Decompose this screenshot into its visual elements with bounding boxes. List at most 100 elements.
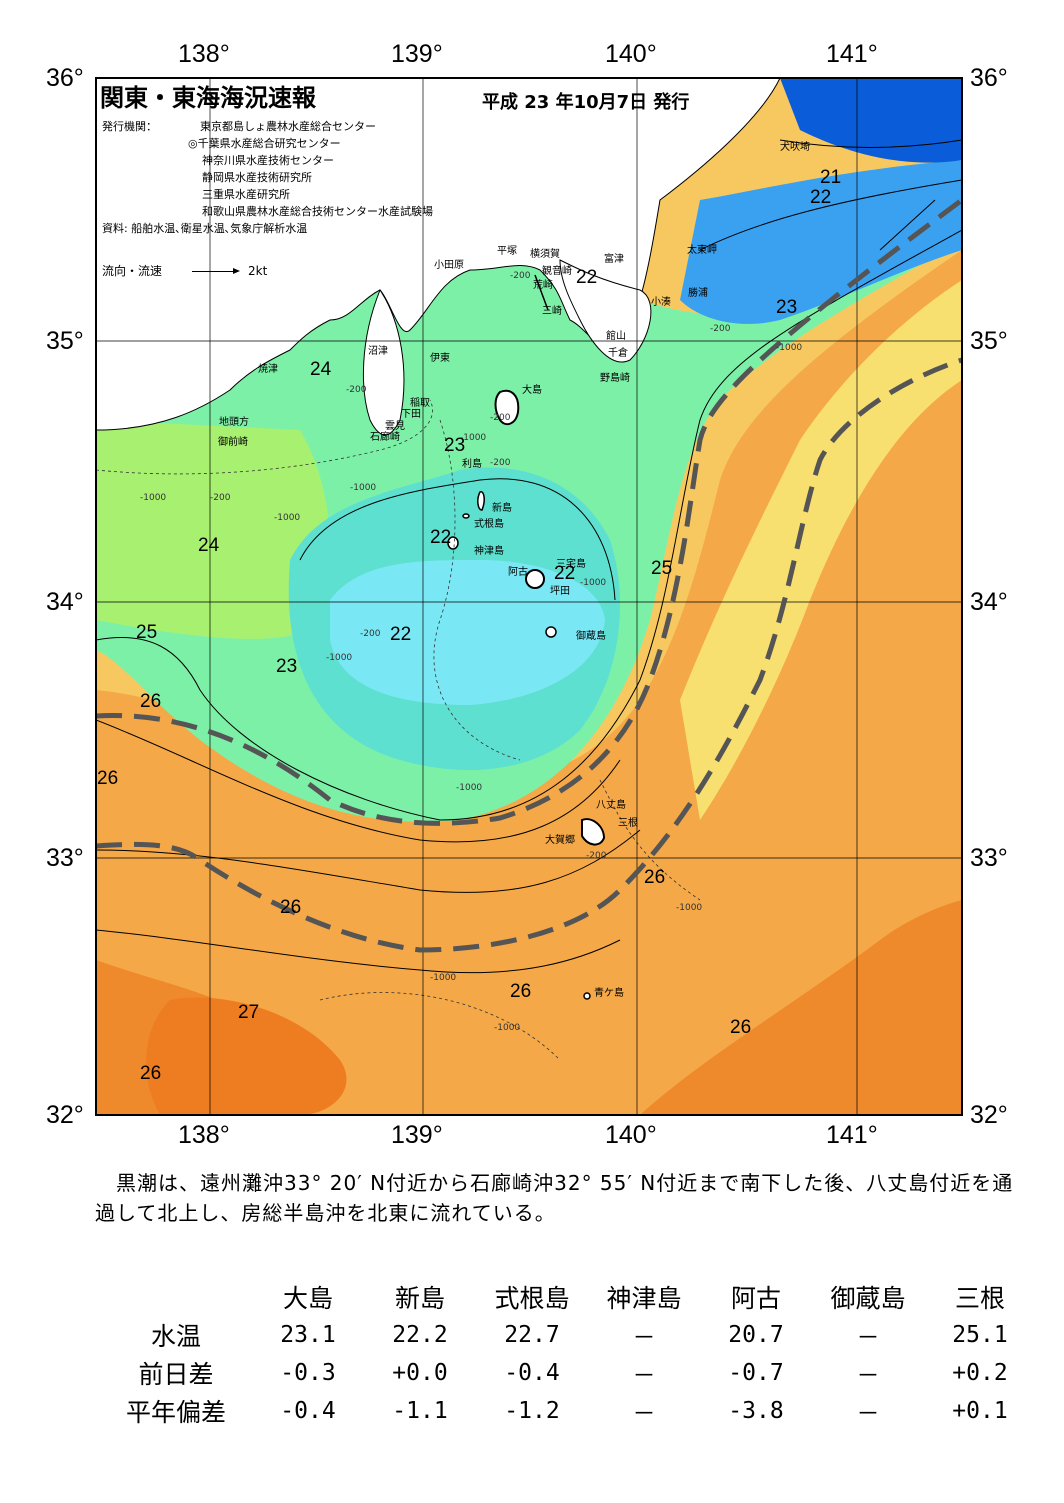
island-hachijojima: [581, 818, 606, 846]
isotherm-label: 24: [198, 535, 220, 556]
table-cell: +0.0: [392, 1360, 448, 1386]
place-label: 新島: [492, 501, 512, 514]
place-label: 犬吠埼: [780, 140, 810, 153]
place-label: 焼津: [258, 363, 278, 375]
island-kozushima: [447, 536, 459, 550]
isotherm-label: 21: [820, 167, 841, 188]
row-header: 前日差: [138, 1360, 214, 1389]
table-cell: -0.4: [504, 1360, 560, 1386]
table-cell: 22.7: [504, 1322, 560, 1348]
lon-label: 138°: [178, 1121, 230, 1149]
depth-label: -1000: [676, 903, 702, 913]
isotherm-label: 27: [238, 1002, 259, 1023]
island-shikinejima: [462, 513, 470, 519]
table-cell: +0.2: [952, 1360, 1008, 1386]
sea-27-zone: [146, 997, 347, 1115]
isotherm-label: 26: [140, 1063, 161, 1084]
agency-label: 発行機関：: [102, 120, 157, 133]
depth-labels: -200 -200 -200 -200 -200 -200 -200 -200 …: [140, 271, 802, 1033]
island-miyakejima: [525, 569, 545, 589]
table-cell: －: [632, 1363, 656, 1389]
depth-label: -1000: [350, 483, 376, 493]
lat-label: 36°: [970, 64, 1008, 92]
sea-temperature-map: 犬吠埼 太東岬 勝浦 小湊 富津 横須賀 観音崎 平塚 小田原 荒崎 三崎 館山…: [46, 40, 1008, 1149]
sea-yellow-zone: [680, 280, 962, 820]
table-cell: 23.1: [280, 1322, 336, 1348]
place-label: 富津: [604, 252, 624, 265]
depth-contours: [96, 399, 701, 1061]
isotherm-label: 22: [390, 624, 411, 645]
table-row: 平年偏差 -0.4 -1.1 -1.2 － -3.8 － +0.1: [100, 1392, 1036, 1430]
place-label: 千倉: [608, 346, 628, 359]
current-legend: 流向・流速 2kt: [102, 262, 267, 279]
isotherm-label: 26: [97, 768, 118, 789]
table-row: 前日差 -0.3 +0.0 -0.4 － -0.7 － +0.2: [100, 1354, 1036, 1392]
place-label: 館山: [606, 329, 626, 342]
table-cell: -1.1: [392, 1398, 448, 1424]
depth-label: -200: [586, 851, 607, 861]
agency-item: 三重県水産研究所: [202, 188, 290, 201]
depth-label: -1000: [776, 343, 802, 353]
latitude-labels-right: 36° 35° 34° 33° 32°: [970, 64, 1008, 1129]
place-label: 坪田: [550, 584, 570, 597]
isotherm-label: 22: [554, 563, 575, 584]
place-label: 三宅島: [556, 557, 586, 570]
place-label: 神津島: [474, 544, 504, 557]
table-cell: －: [632, 1401, 656, 1427]
issue-date: 平成 23 年10月7日 発行: [482, 92, 690, 113]
lat-label: 35°: [46, 327, 84, 355]
place-label: 太東岬: [687, 243, 717, 256]
sea-blue-zone: [680, 160, 962, 324]
agency-item: 静岡県水産技術研究所: [202, 171, 312, 184]
isotherm-label: 26: [730, 1017, 751, 1038]
agency-item: 和歌山県農林水産総合技術センター水産試験場: [202, 205, 433, 218]
place-label: 大賀郷: [545, 833, 575, 846]
isotherm-label: 26: [140, 691, 161, 712]
place-label: 式根島: [474, 517, 504, 530]
island-niijima: [477, 491, 485, 511]
lon-label: 141°: [826, 40, 878, 68]
depth-label: -200: [360, 629, 381, 639]
land-boso-peninsula: [559, 259, 652, 363]
island-oshima: [494, 389, 520, 426]
isotherm-label: 24: [310, 359, 332, 380]
longitude-labels-bottom: 138° 139° 140° 141°: [178, 1121, 878, 1149]
observation-table: 大島 新島 式根島 神津島 阿古 御蔵島 三根 水温 23.1 22.2 22.…: [100, 1278, 1036, 1430]
column-header: 阿古: [730, 1284, 781, 1313]
table-cell: 22.2: [392, 1322, 448, 1348]
table-cell: －: [856, 1363, 880, 1389]
isotherm-label: 23: [444, 435, 465, 456]
place-label: 利島: [462, 457, 482, 470]
place-label: 横須賀: [530, 247, 560, 260]
lat-label: 32°: [970, 1101, 1008, 1129]
column-header: 御蔵島: [830, 1284, 906, 1313]
isotherm-label: 26: [280, 897, 301, 918]
table-row: 水温 23.1 22.2 22.7 － 20.7 － 25.1: [100, 1316, 1036, 1354]
place-label: 小湊: [651, 295, 671, 308]
lat-label: 34°: [46, 588, 84, 616]
island-aogashima: [583, 992, 591, 1000]
place-label: 沼津: [368, 344, 388, 357]
isotherm-lines: [96, 139, 962, 974]
isotherm-label: 25: [136, 622, 157, 643]
depth-label: -200: [490, 458, 511, 468]
summary-text: 黒潮は、遠州灘沖33° 20′ N付近から石廊崎沖32° 55′ N付近まで南下…: [95, 1171, 1014, 1225]
depth-label: -1000: [494, 1023, 520, 1033]
place-label: 地頭方: [219, 415, 249, 428]
table-cell: 25.1: [952, 1322, 1008, 1348]
row-header: 水温: [150, 1322, 201, 1351]
legend-arrow-icon: [192, 268, 241, 274]
isotherm-label: 22: [810, 187, 831, 208]
place-label: 野島崎: [600, 371, 630, 384]
table-cell: -0.7: [728, 1360, 784, 1386]
row-header: 平年偏差: [125, 1398, 226, 1427]
agency-item: 東京都島しょ農林水産総合センター: [200, 120, 376, 133]
column-header: 大島: [282, 1284, 333, 1313]
lat-label: 34°: [970, 588, 1008, 616]
place-label: 青ケ島: [594, 986, 624, 999]
place-label: 八丈島: [596, 798, 626, 811]
lat-label: 32°: [46, 1101, 84, 1129]
current-arrow-sagami: [534, 274, 549, 311]
depth-label: -1000: [456, 783, 482, 793]
depth-label: -200: [490, 413, 511, 423]
